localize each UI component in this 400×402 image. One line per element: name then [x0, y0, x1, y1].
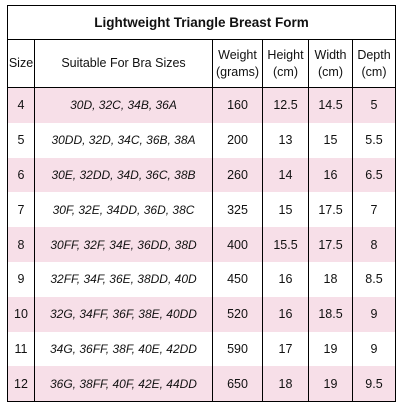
table-row: 5 30DD, 32D, 34C, 36B, 38A 200 13 15 5.5 — [7, 122, 396, 158]
header-weight-unit: (grams) — [215, 64, 260, 79]
cell-weight: 325 — [212, 192, 263, 228]
cell-height: 18 — [262, 366, 309, 402]
cell-width: 14.5 — [308, 87, 353, 123]
header-height: Height (cm) — [262, 39, 309, 88]
cell-size: 6 — [7, 157, 35, 193]
cell-height: 16 — [262, 261, 309, 297]
cell-size: 7 — [7, 192, 35, 228]
cell-depth: 8 — [352, 227, 396, 262]
cell-depth: 8.5 — [352, 261, 396, 297]
cell-depth: 5 — [352, 87, 396, 123]
table-row: 7 30F, 32E, 34DD, 36D, 38C 325 15 17.5 7 — [7, 192, 396, 228]
cell-size: 4 — [7, 87, 35, 123]
header-width-unit: (cm) — [318, 64, 343, 79]
cell-width: 19 — [308, 331, 353, 367]
cell-width: 19 — [308, 366, 353, 402]
cell-depth: 6.5 — [352, 157, 396, 193]
cell-size: 5 — [7, 122, 35, 158]
cell-bra-sizes: 30D, 32C, 34B, 36A — [34, 87, 213, 123]
cell-weight: 160 — [212, 87, 263, 123]
cell-weight: 650 — [212, 366, 263, 402]
cell-weight: 200 — [212, 122, 263, 158]
table-row: 4 30D, 32C, 34B, 36A 160 12.5 14.5 5 — [7, 87, 396, 123]
header-depth-label: Depth — [357, 47, 391, 62]
cell-height: 13 — [262, 122, 309, 158]
header-width-label: Width — [314, 47, 347, 62]
cell-size: 10 — [7, 296, 35, 332]
cell-bra-sizes: 30F, 32E, 34DD, 36D, 38C — [34, 192, 213, 228]
header-bra-sizes: Suitable For Bra Sizes — [34, 39, 213, 88]
header-depth-unit: (cm) — [361, 64, 387, 79]
table-row: 8 30FF, 32F, 34E, 36DD, 38D 400 15.5 17.… — [7, 227, 396, 262]
cell-width: 17.5 — [308, 227, 353, 262]
cell-bra-sizes: 30FF, 32F, 34E, 36DD, 38D — [34, 227, 213, 262]
table-row: 10 32G, 34FF, 36F, 38E, 40DD 520 16 18.5… — [7, 296, 396, 332]
cell-size: 12 — [7, 366, 35, 402]
cell-weight: 260 — [212, 157, 263, 193]
cell-width: 18.5 — [308, 296, 353, 332]
cell-depth: 5.5 — [352, 122, 396, 158]
cell-weight: 450 — [212, 261, 263, 297]
cell-height: 15.5 — [262, 227, 309, 262]
cell-size: 9 — [7, 261, 35, 297]
table-row: 9 32FF, 34F, 36E, 38DD, 40D 450 16 18 8.… — [7, 261, 396, 297]
cell-depth: 7 — [352, 192, 396, 228]
table-row: 11 34G, 36FF, 38F, 40E, 42DD 590 17 19 9 — [7, 331, 396, 367]
cell-bra-sizes: 34G, 36FF, 38F, 40E, 42DD — [34, 331, 213, 367]
cell-depth: 9.5 — [352, 366, 396, 402]
cell-width: 17.5 — [308, 192, 353, 228]
cell-bra-sizes: 30E, 32DD, 34D, 36C, 38B — [34, 157, 213, 193]
cell-bra-sizes: 36G, 38FF, 40F, 42E, 44DD — [34, 366, 213, 402]
header-width: Width (cm) — [308, 39, 353, 88]
header-weight-label: Weight — [218, 47, 257, 62]
header-height-unit: (cm) — [273, 64, 298, 79]
cell-weight: 590 — [212, 331, 263, 367]
cell-size: 8 — [7, 227, 35, 262]
cell-width: 18 — [308, 261, 353, 297]
size-chart: Lightweight Triangle Breast Form Size Su… — [7, 5, 396, 402]
header-size: Size — [7, 39, 35, 88]
cell-bra-sizes: 30DD, 32D, 34C, 36B, 38A — [34, 122, 213, 158]
cell-height: 15 — [262, 192, 309, 228]
cell-bra-sizes: 32G, 34FF, 36F, 38E, 40DD — [34, 296, 213, 332]
table-row: 6 30E, 32DD, 34D, 36C, 38B 260 14 16 6.5 — [7, 157, 396, 193]
cell-height: 14 — [262, 157, 309, 193]
cell-height: 12.5 — [262, 87, 309, 123]
cell-height: 17 — [262, 331, 309, 367]
cell-depth: 9 — [352, 331, 396, 367]
cell-height: 16 — [262, 296, 309, 332]
size-table: Lightweight Triangle Breast Form Size Su… — [7, 5, 396, 402]
cell-width: 16 — [308, 157, 353, 193]
cell-size: 11 — [7, 331, 35, 367]
table-row: 12 36G, 38FF, 40F, 42E, 44DD 650 18 19 9… — [7, 366, 396, 402]
cell-weight: 520 — [212, 296, 263, 332]
header-height-label: Height — [267, 47, 304, 62]
cell-weight: 400 — [212, 227, 263, 262]
cell-bra-sizes: 32FF, 34F, 36E, 38DD, 40D — [34, 261, 213, 297]
header-weight: Weight (grams) — [212, 39, 263, 88]
cell-width: 15 — [308, 122, 353, 158]
header-depth: Depth (cm) — [352, 39, 396, 88]
cell-depth: 9 — [352, 296, 396, 332]
table-title: Lightweight Triangle Breast Form — [7, 5, 396, 40]
